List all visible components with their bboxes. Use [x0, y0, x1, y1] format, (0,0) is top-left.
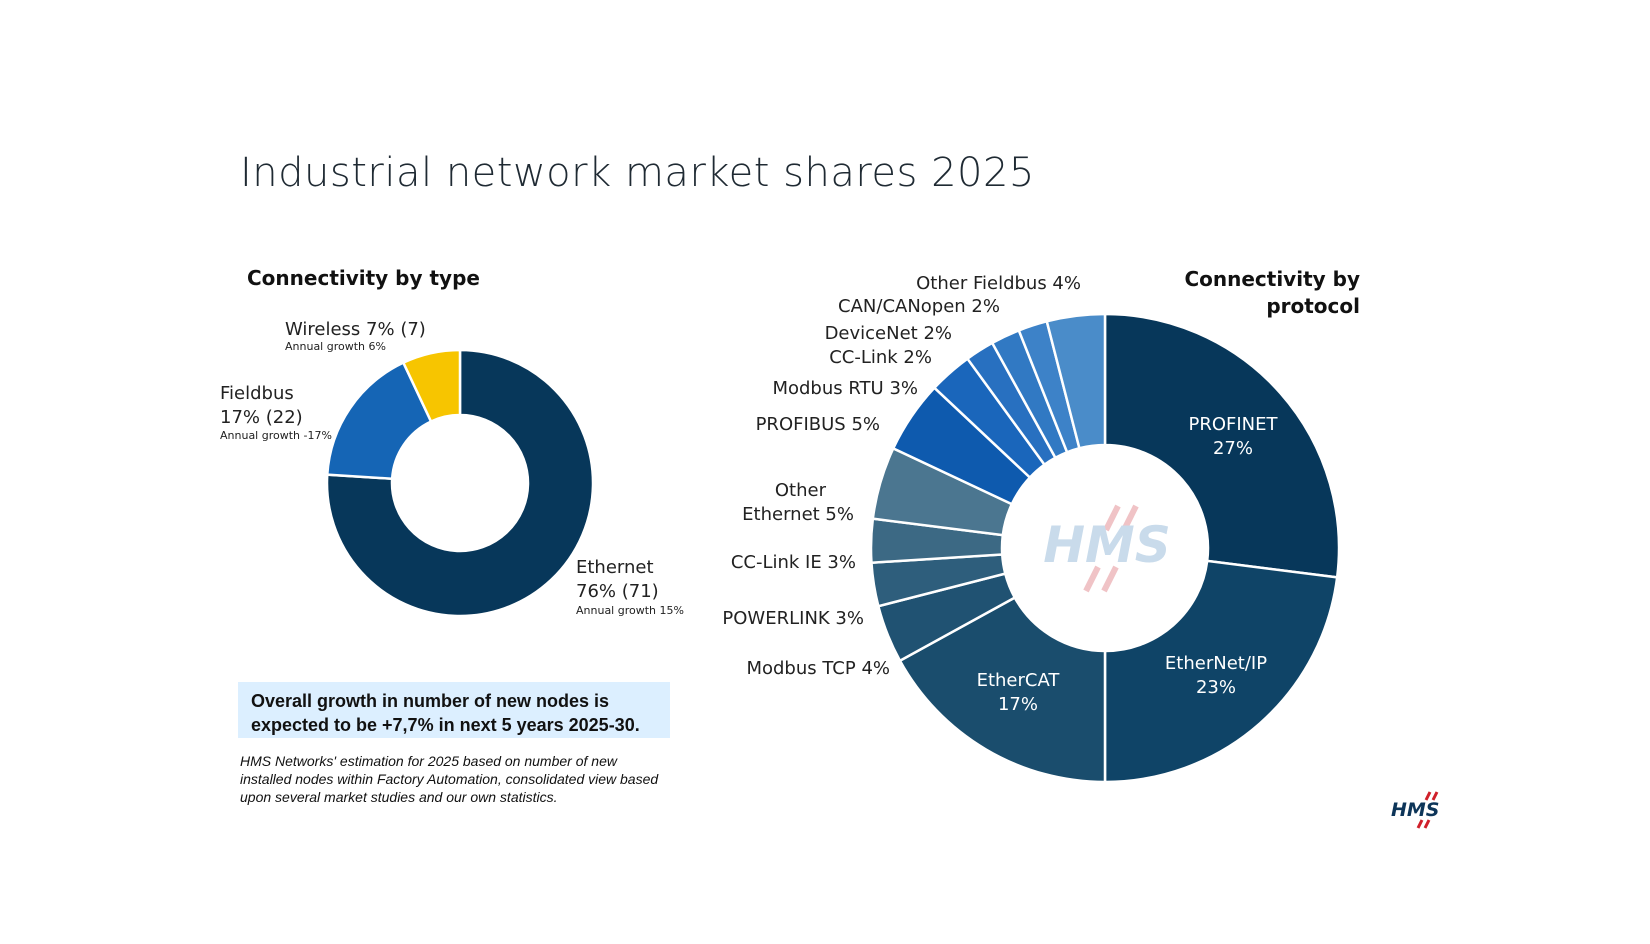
- wireless-label: Wireless 7% (7): [285, 319, 426, 340]
- fieldbus-name: Fieldbus: [220, 383, 294, 404]
- devicenet-label: DeviceNet 2%: [825, 323, 952, 344]
- cc-link-label: CC-Link 2%: [829, 347, 932, 368]
- ethernetip-value: 23%: [1196, 677, 1236, 698]
- hms-watermark: HMS: [1043, 504, 1171, 593]
- profibus-label: PROFIBUS 5%: [756, 414, 880, 435]
- source-note: HMS Networks' estimation for 2025 based …: [240, 753, 659, 805]
- wireless-growth: Annual growth 6%: [285, 340, 386, 353]
- profinet-value: 27%: [1213, 438, 1253, 459]
- modbus-tcp-label: Modbus TCP 4%: [746, 658, 890, 679]
- watermark-stripe-4: [1101, 565, 1119, 593]
- type-donut: [325, 348, 595, 618]
- watermark-text: HMS: [1043, 516, 1171, 574]
- ethercat-name: EtherCAT: [977, 670, 1061, 691]
- hms-logo: HMS: [1391, 791, 1440, 829]
- other-ethernet-label-2: Ethernet 5%: [742, 504, 854, 525]
- watermark-stripe-1: [1103, 504, 1121, 532]
- protocol-slice-ethernet-ip: [1103, 559, 1339, 784]
- growth-callout: Overall growth in number of new nodes is…: [238, 682, 670, 738]
- type-slice-wireless: [401, 348, 462, 424]
- watermark-stripe-2: [1121, 504, 1139, 532]
- hms-logo-text: HMS: [1391, 799, 1440, 821]
- ethernet-share: 76% (71): [576, 581, 659, 602]
- modbus-rtu-label: Modbus RTU 3%: [772, 378, 918, 399]
- hms-logo-stripes-top: [1424, 791, 1439, 801]
- other-ethernet-label-1: Other: [775, 480, 827, 501]
- ethernetip-name: EtherNet/IP: [1165, 653, 1267, 674]
- fieldbus-share: 17% (22): [220, 407, 303, 428]
- profinet-name: PROFINET: [1188, 414, 1278, 435]
- cc-link-ie-label: CC-Link IE 3%: [731, 552, 856, 573]
- hms-logo-stripes-bottom: [1416, 819, 1431, 829]
- can-canopen-label: CAN/CANopen 2%: [838, 296, 1000, 317]
- protocol-slice-other-fieldbus: [1045, 312, 1107, 450]
- protocol-slice-ethercat: [898, 595, 1107, 784]
- type-chart-title: Connectivity by type: [247, 266, 480, 290]
- protocol-chart-title: Connectivity by protocol: [1184, 267, 1360, 318]
- fieldbus-growth: Annual growth -17%: [220, 429, 332, 442]
- protocol-slice-profinet: [1103, 312, 1341, 579]
- other-fieldbus-label: Other Fieldbus 4%: [916, 273, 1081, 294]
- ethernet-growth: Annual growth 15%: [576, 604, 684, 617]
- ethercat-value: 17%: [998, 694, 1038, 715]
- powerlink-label: POWERLINK 3%: [722, 608, 864, 629]
- page-title: Industrial network market shares 2025: [240, 150, 1035, 196]
- protocol-donut: [869, 312, 1341, 784]
- ethernet-name: Ethernet: [576, 557, 654, 578]
- watermark-stripe-3: [1083, 565, 1101, 593]
- type-slice-ethernet: [325, 348, 595, 618]
